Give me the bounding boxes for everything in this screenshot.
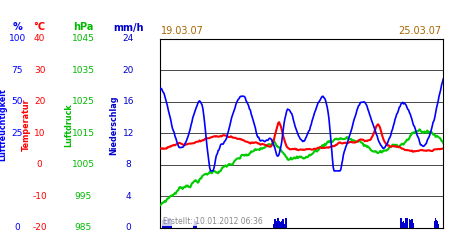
Bar — [436, 221, 438, 228]
Bar — [411, 219, 413, 228]
Bar — [412, 226, 414, 228]
Bar — [171, 220, 172, 228]
Text: °C: °C — [34, 22, 45, 32]
Bar — [278, 222, 280, 228]
Text: 10: 10 — [34, 129, 45, 138]
Text: 16: 16 — [122, 97, 134, 106]
Bar — [162, 220, 163, 228]
Text: 20: 20 — [122, 66, 134, 75]
Text: 24: 24 — [122, 34, 134, 43]
Bar — [163, 219, 165, 228]
Text: 30: 30 — [34, 66, 45, 75]
Bar — [194, 219, 195, 228]
Bar — [434, 221, 436, 228]
Text: %: % — [12, 22, 22, 32]
Bar — [285, 218, 287, 228]
Bar — [410, 220, 412, 228]
Text: -20: -20 — [32, 223, 47, 232]
Bar — [282, 219, 283, 228]
Text: Luftdruck: Luftdruck — [64, 103, 73, 147]
Text: mm/h: mm/h — [113, 22, 144, 32]
Bar — [284, 224, 285, 228]
Text: 985: 985 — [75, 223, 92, 232]
Text: 0: 0 — [126, 223, 131, 232]
Bar — [409, 219, 410, 228]
Bar — [195, 222, 197, 228]
Bar — [281, 221, 282, 228]
Bar — [276, 222, 277, 228]
Bar — [410, 222, 411, 228]
Text: 25: 25 — [11, 129, 23, 138]
Bar — [406, 218, 408, 228]
Text: 4: 4 — [126, 192, 131, 200]
Text: 100: 100 — [9, 34, 26, 43]
Text: 1045: 1045 — [72, 34, 94, 43]
Text: Erstellt: 10.01.2012 06:36: Erstellt: 10.01.2012 06:36 — [162, 216, 262, 226]
Bar — [165, 219, 166, 228]
Text: 995: 995 — [75, 192, 92, 200]
Bar — [401, 222, 403, 228]
Text: 1005: 1005 — [72, 160, 95, 169]
Bar — [436, 220, 437, 228]
Text: hPa: hPa — [73, 22, 94, 32]
Text: 0: 0 — [14, 223, 20, 232]
Bar — [402, 224, 403, 228]
Bar — [273, 224, 275, 228]
Bar — [405, 218, 407, 228]
Bar — [404, 223, 405, 228]
Text: -10: -10 — [32, 192, 47, 200]
Bar — [167, 218, 169, 228]
Text: 50: 50 — [11, 97, 23, 106]
Bar — [170, 222, 171, 228]
Text: 75: 75 — [11, 66, 23, 75]
Bar — [274, 219, 275, 228]
Text: 12: 12 — [122, 129, 134, 138]
Bar — [166, 222, 168, 228]
Bar — [277, 225, 278, 228]
Bar — [275, 219, 276, 228]
Bar — [194, 224, 196, 228]
Text: 19.03.07: 19.03.07 — [161, 26, 204, 36]
Text: 8: 8 — [126, 160, 131, 169]
Bar — [284, 226, 286, 228]
Bar — [400, 218, 402, 228]
Bar — [435, 218, 436, 228]
Bar — [166, 223, 167, 228]
Text: 1035: 1035 — [72, 66, 95, 75]
Bar — [169, 218, 171, 228]
Text: 1015: 1015 — [72, 129, 95, 138]
Bar — [437, 224, 439, 228]
Text: 40: 40 — [34, 34, 45, 43]
Text: Temperatur: Temperatur — [22, 99, 31, 151]
Bar — [405, 224, 406, 228]
Bar — [164, 226, 166, 228]
Bar — [168, 223, 170, 228]
Bar — [162, 222, 164, 228]
Bar — [413, 222, 414, 228]
Text: Niederschlag: Niederschlag — [109, 95, 118, 155]
Text: 1025: 1025 — [72, 97, 94, 106]
Text: 20: 20 — [34, 97, 45, 106]
Bar — [278, 218, 279, 228]
Bar — [280, 222, 282, 228]
Bar — [403, 222, 404, 228]
Text: Luftfeuchtigkeit: Luftfeuchtigkeit — [0, 89, 8, 162]
Text: 25.03.07: 25.03.07 — [399, 26, 442, 36]
Bar — [283, 219, 284, 228]
Text: 0: 0 — [37, 160, 42, 169]
Bar — [193, 225, 194, 228]
Bar — [279, 226, 281, 228]
